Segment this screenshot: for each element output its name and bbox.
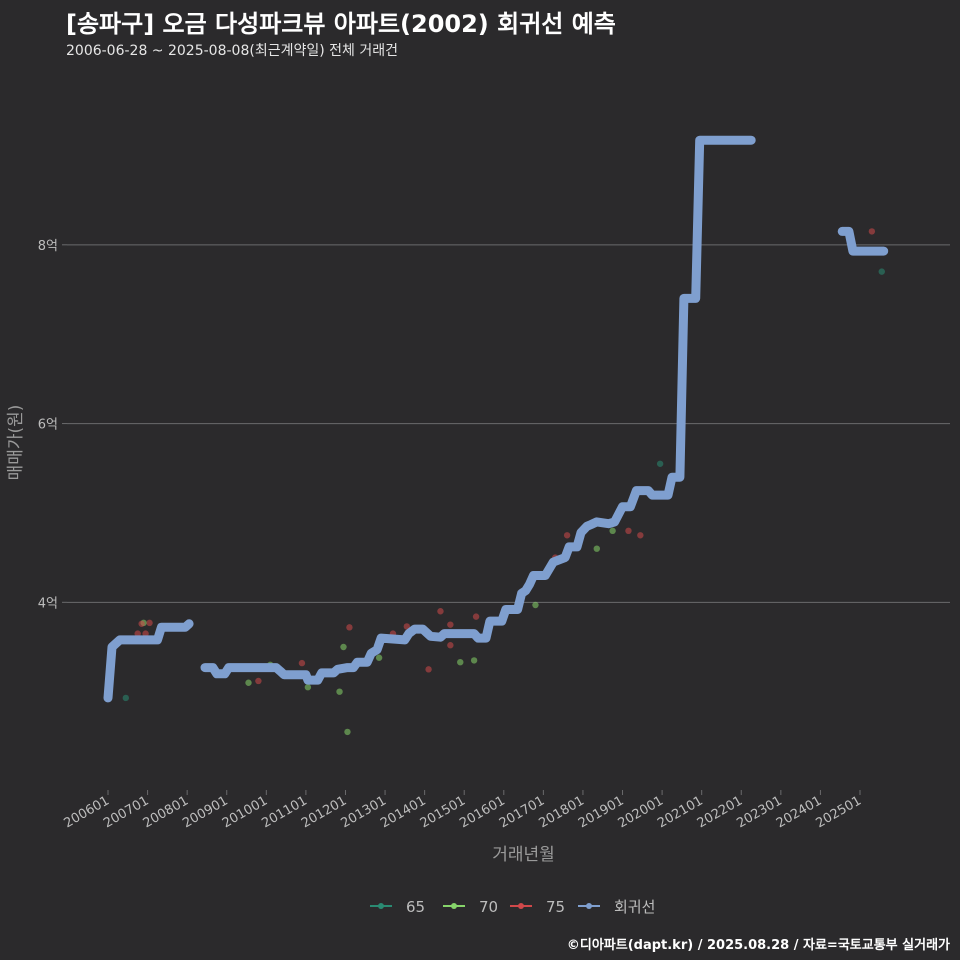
data-point-70 (340, 643, 347, 651)
data-point-75 (298, 659, 306, 667)
page-title: [송파구] 오금 다성파크뷰 아파트(2002) 회귀선 예측 (66, 10, 616, 38)
data-point-75 (138, 620, 145, 627)
legend-label: 65 (406, 898, 425, 916)
y-axis-title: 매매가(원) (6, 405, 26, 481)
y-tick-label: 8억 (38, 239, 58, 254)
legend-swatch-dot (451, 903, 457, 909)
regression-line (103, 619, 194, 703)
data-point-70 (344, 728, 351, 736)
data-point-75 (563, 532, 571, 539)
regression-line (837, 226, 889, 256)
data-point-75 (142, 630, 149, 637)
x-axis-title: 거래년월 (492, 845, 555, 865)
data-point-75 (255, 677, 262, 685)
data-point-75 (146, 619, 153, 627)
legend-swatch-dot (518, 903, 524, 909)
data-point-70 (457, 658, 464, 666)
data-point-70 (532, 601, 539, 609)
data-point-65 (122, 694, 130, 702)
data-point-75 (625, 527, 632, 535)
legend: 65 70 75 회귀선 (370, 898, 655, 916)
regression-line (200, 135, 756, 685)
data-point-75 (868, 228, 876, 235)
data-point-75 (472, 613, 480, 620)
data-point-65 (656, 460, 664, 467)
legend-label: 75 (546, 898, 565, 916)
data-point-75 (447, 642, 454, 649)
data-point-75 (134, 630, 141, 637)
y-tick-label: 4억 (38, 596, 58, 611)
x-tick-label: 202501 (814, 793, 864, 831)
source-caption: ©디아파트(dapt.kr) / 2025.08.28 / 자료=국토교통부 실… (566, 938, 950, 953)
y-tick-label: 6억 (38, 418, 58, 433)
data-point-70 (609, 527, 616, 535)
legend-swatch-dot (378, 903, 384, 909)
data-point-65 (878, 268, 885, 275)
data-point-75 (637, 532, 644, 539)
data-point-75 (346, 624, 353, 631)
legend-label: 회귀선 (614, 898, 655, 916)
data-point-70 (470, 657, 478, 664)
data-point-75 (403, 623, 411, 630)
data-point-70 (304, 684, 312, 691)
legend-swatch-dot (586, 903, 592, 909)
data-point-70 (245, 679, 252, 686)
page-subtitle: 2006-06-28 ~ 2025-08-08(최근계약일) 전체 거래건 (66, 43, 398, 59)
data-point-75 (437, 608, 444, 615)
legend-label: 70 (479, 898, 498, 916)
data-point-75 (447, 621, 454, 628)
data-point-70 (375, 654, 383, 661)
data-point-70 (593, 545, 600, 552)
data-point-75 (425, 666, 432, 673)
data-point-70 (336, 688, 343, 695)
